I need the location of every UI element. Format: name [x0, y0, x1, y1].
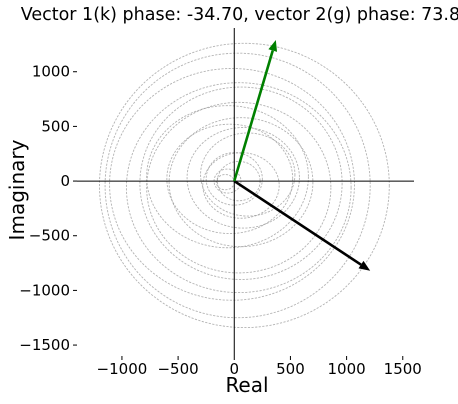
trajectory-loop-4 [139, 86, 343, 280]
y-tick-label: 1000 [32, 63, 70, 81]
y-ticks: −1500 −1000 −500 0 500 1000 [19, 63, 77, 354]
y-tick-label: 0 [60, 172, 70, 190]
y-tick-label: 500 [41, 117, 70, 135]
vector-1-head [358, 260, 371, 271]
chart-title: Vector 1(k) phase: -34.70, vector 2(g) p… [21, 5, 458, 25]
trajectory-loop-10 [200, 132, 296, 217]
y-tick-label: −500 [29, 227, 70, 245]
vector-1-shaft [233, 179, 362, 266]
trajectory-loop-6 [146, 105, 309, 249]
x-tick-label: 0 [229, 360, 239, 378]
vectors [233, 40, 371, 271]
x-tick-label: 1500 [384, 360, 422, 378]
trajectory-loops [99, 42, 390, 329]
axes [77, 28, 414, 356]
vector-2-shaft [233, 50, 274, 182]
trajectory-loop-9 [186, 127, 300, 229]
y-axis-label: Imaginary [5, 139, 29, 240]
vector-2-head [268, 40, 278, 52]
x-tick-label: −1000 [97, 360, 148, 378]
trajectory-loop-3 [125, 82, 352, 294]
x-ticks: −1000 −500 0 500 1000 1500 [97, 356, 422, 378]
trajectory-loop-5 [146, 101, 332, 274]
trajectory-loop-1 [104, 52, 371, 319]
y-tick-label: −1500 [19, 336, 70, 354]
trajectory-loop-15 [215, 174, 235, 191]
x-axis-label: Real [225, 373, 268, 397]
x-tick-label: −500 [157, 360, 198, 378]
x-tick-label: 1000 [328, 360, 366, 378]
y-tick-label: −1000 [19, 281, 70, 299]
trajectory-loop-8 [166, 123, 294, 234]
trajectory-loop-0 [99, 42, 390, 329]
trajectory-loop-11 [202, 152, 280, 219]
trajectory-loop-7 [168, 117, 314, 248]
trajectory-loop-2 [109, 68, 355, 301]
x-tick-label: 500 [276, 360, 305, 378]
